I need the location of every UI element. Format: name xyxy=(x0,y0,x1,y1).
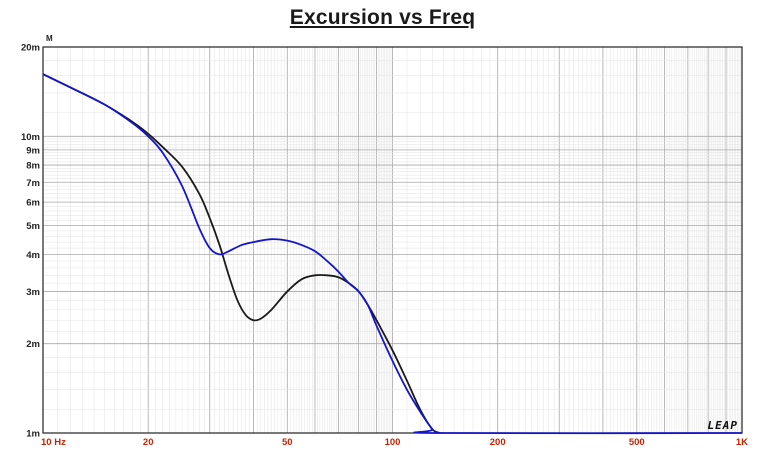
chart-title: Excursion vs Freq xyxy=(289,6,476,29)
y-tick-label: 3m xyxy=(26,287,40,298)
y-tick-label: 2m xyxy=(26,339,40,350)
y-tick-label: 8m xyxy=(26,161,40,172)
x-tick-label: 10 Hz xyxy=(41,437,66,448)
y-tick-label: 1m xyxy=(26,429,40,440)
y-tick-label: 20m xyxy=(21,43,40,54)
series-line-black xyxy=(42,73,441,434)
leap-logo: LEAP xyxy=(708,419,739,432)
y-tick-label: 9m xyxy=(26,145,40,156)
y-tick-label: 6m xyxy=(26,198,40,209)
x-tick-label: 500 xyxy=(629,437,645,448)
y-unit-label: M xyxy=(46,34,53,43)
x-tick-label: 200 xyxy=(490,437,506,448)
y-tick-label: 7m xyxy=(26,178,40,189)
x-tick-label: 1K xyxy=(736,437,748,448)
x-tick-label: 20 xyxy=(143,437,154,448)
x-tick-label: 50 xyxy=(282,437,293,448)
plot-border xyxy=(42,46,743,434)
y-tick-label: 10m xyxy=(21,132,40,143)
series-layer xyxy=(42,73,743,435)
x-tick-label: 100 xyxy=(385,437,401,448)
series-line-blue xyxy=(42,73,743,435)
grid-lines xyxy=(42,46,743,434)
y-tick-label: 4m xyxy=(26,250,40,261)
y-tick-label: 5m xyxy=(26,221,40,232)
plot-frame xyxy=(42,46,743,434)
